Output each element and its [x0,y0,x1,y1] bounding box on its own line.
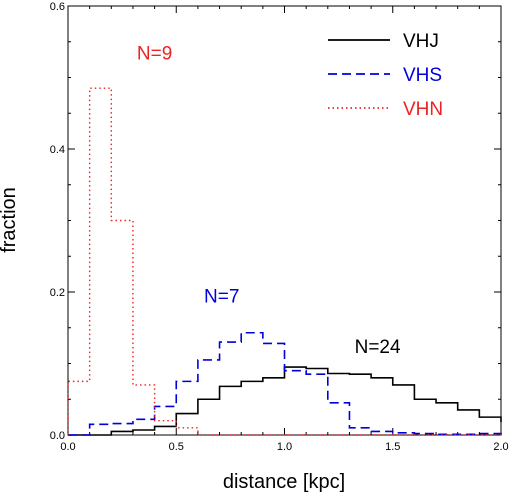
y-axis-label: fraction [0,187,20,253]
series-group [67,87,502,436]
series-vhs-histogram [68,331,502,436]
annotation-count: N=9 [137,44,172,65]
annotations: N=9 N=7 N=24 [137,44,401,358]
y-tick-label: 0.0 [50,430,65,442]
axis-ticks: 0.0 0.5 1.0 1.5 2.0 0.0 0.2 0.4 0.6 [50,1,509,453]
legend-label-vhn: VHN [403,99,443,120]
x-tick-label: 2.0 [493,441,508,453]
x-tick-label: 1.0 [277,441,292,453]
series-vhj-histogram [68,366,502,436]
x-tick-label: 0.5 [169,441,184,453]
x-tick-label: 0.0 [60,441,75,453]
y-tick-label: 0.6 [50,1,65,13]
legend-label-vhj: VHJ [403,31,439,52]
y-tick-label: 0.4 [50,144,65,156]
annotation-count: N=7 [204,287,239,308]
series-vhn-histogram [67,87,501,436]
x-tick-label: 1.5 [385,441,400,453]
legend: VHJ VHS VHN [328,31,443,120]
y-tick-label: 0.2 [50,287,65,299]
legend-label-vhs: VHS [403,65,442,86]
annotation-count: N=24 [355,337,401,358]
x-axis-label: distance [kpc] [223,471,345,493]
